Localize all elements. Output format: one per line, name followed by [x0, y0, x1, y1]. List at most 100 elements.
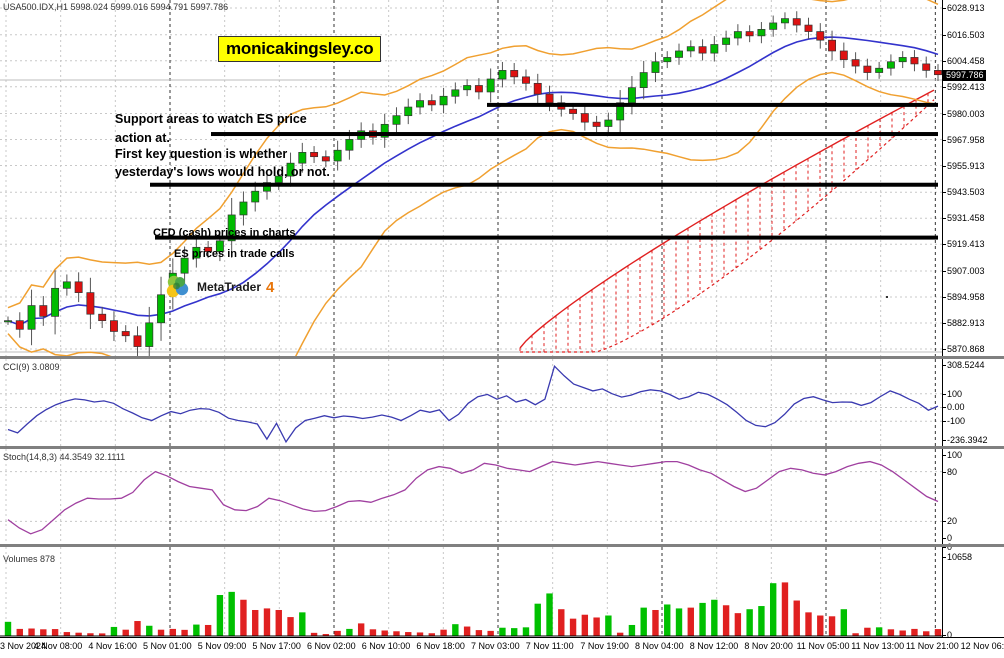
- volume-bar: [687, 607, 694, 636]
- volume-bar: [817, 615, 824, 636]
- volume-bar: [346, 628, 353, 636]
- volume-bar: [4, 621, 12, 636]
- candle-body: [769, 22, 778, 30]
- pane-divider-cci: [0, 356, 1004, 359]
- candle-body: [710, 44, 719, 54]
- volume-bar: [616, 632, 624, 636]
- candle-body: [380, 123, 389, 138]
- volume-bar: [240, 599, 247, 636]
- candle-body: [580, 113, 589, 123]
- symbol-header-label: USA500.IDX,H1 5998.024 5999.016 5994.791…: [3, 2, 229, 12]
- price-axis-tick: 6004.458: [942, 55, 985, 66]
- volumes-indicator-pane[interactable]: [0, 547, 942, 637]
- candle-body: [816, 31, 825, 41]
- time-axis-tick: 5 Nov 01:00: [143, 641, 192, 651]
- candle-body: [145, 322, 154, 347]
- volume-bar: [357, 623, 365, 636]
- price-axis[interactable]: 6028.913 6016.503 6004.458 5992.413 5980.003…: [941, 0, 1004, 640]
- time-axis-tick: 6 Nov 10:00: [361, 641, 411, 651]
- volume-axis-tick: 0: [941, 542, 953, 552]
- support-level-line[interactable]: [155, 235, 938, 240]
- price-chart-pane[interactable]: [0, 0, 942, 356]
- volume-bar: [605, 615, 612, 636]
- candle-body: [333, 149, 342, 162]
- candle-body: [934, 70, 942, 76]
- pane-divider-stoch: [0, 446, 1004, 449]
- volume-bar: [475, 630, 483, 636]
- stoch-line: [7, 460, 939, 535]
- volume-bar: [16, 628, 23, 636]
- current-price-tag[interactable]: 5997.786: [943, 70, 986, 82]
- annotation-line-1: Support areas to watch ES price: [115, 112, 307, 126]
- candle-body: [215, 240, 224, 252]
- volume-bar: [664, 604, 671, 636]
- time-axis-tick: 8 Nov 12:00: [689, 641, 739, 651]
- volume-bar: [511, 628, 518, 636]
- candle-body: [533, 82, 542, 95]
- candle-body: [722, 37, 731, 45]
- metatrader-icon: [166, 275, 189, 298]
- volume-bar: [146, 625, 153, 636]
- volume-bar: [934, 629, 942, 636]
- support-level-line[interactable]: [150, 182, 938, 187]
- volume-bar: [28, 628, 35, 636]
- stochastic-indicator-pane[interactable]: [0, 449, 942, 544]
- time-axis-tick: 11 Nov 13:00: [851, 641, 905, 651]
- volume-bar: [452, 624, 459, 636]
- volume-axis-tick: 10658: [941, 552, 973, 562]
- price-axis-tick: 5955.913: [942, 160, 985, 171]
- candle-body: [98, 313, 107, 322]
- price-axis-tick: 5870.868: [942, 344, 985, 354]
- time-axis[interactable]: 3 Nov 2024 4 Nov 08:00 4 Nov 16:00 5 Nov 01…: [0, 637, 1004, 658]
- volume-bar: [275, 609, 282, 636]
- volume-bar: [181, 629, 188, 636]
- candle-body: [651, 61, 660, 73]
- support-level-line[interactable]: [211, 132, 938, 137]
- volume-bar: [628, 624, 636, 636]
- candle-body: [569, 108, 578, 114]
- volume-bar: [87, 633, 94, 636]
- volume-bar: [63, 632, 71, 636]
- candle-body: [451, 89, 460, 97]
- volume-bar: [134, 621, 141, 636]
- candle-body: [392, 115, 401, 125]
- candle-body: [875, 67, 884, 73]
- volume-bar: [393, 631, 400, 636]
- candle-body: [733, 31, 742, 39]
- volumes-label: Volumes 878: [3, 554, 56, 564]
- stochastic-chart-svg: [0, 449, 942, 544]
- time-axis-tick: 3 Nov 2024: [0, 641, 47, 651]
- candle-body: [157, 294, 165, 324]
- price-axis-tick: 5907.003: [942, 266, 985, 277]
- candle-body: [592, 121, 601, 127]
- cci-indicator-pane[interactable]: [0, 359, 942, 446]
- candle-body: [121, 331, 130, 337]
- candle-body: [698, 46, 707, 54]
- support-level-line[interactable]: [487, 102, 938, 107]
- candle-body: [922, 63, 931, 71]
- cursor-crosshair-dot: [886, 296, 888, 298]
- volume-bar: [98, 633, 106, 636]
- annotation-line-2: action at.: [115, 131, 170, 145]
- volume-bar: [405, 632, 412, 636]
- candle-body: [263, 182, 271, 192]
- volume-bar: [40, 629, 47, 636]
- volume-bar: [722, 605, 730, 636]
- volume-bar: [228, 591, 235, 636]
- volume-axis-tick: 0: [941, 630, 953, 640]
- volume-bar: [51, 629, 59, 636]
- candle-body: [839, 50, 848, 60]
- metatrader-version: 4: [266, 278, 275, 296]
- volume-bar: [546, 593, 553, 636]
- candle-body: [627, 87, 636, 104]
- volume-bar: [193, 624, 200, 636]
- volume-bar: [758, 606, 765, 636]
- candle-body: [781, 18, 789, 24]
- candle-body: [757, 29, 766, 37]
- candle-body: [227, 214, 236, 242]
- volume-bar: [640, 607, 647, 636]
- price-axis-tick: 5943.503: [942, 187, 985, 198]
- volume-bar: [310, 632, 318, 636]
- volume-bar: [746, 609, 753, 636]
